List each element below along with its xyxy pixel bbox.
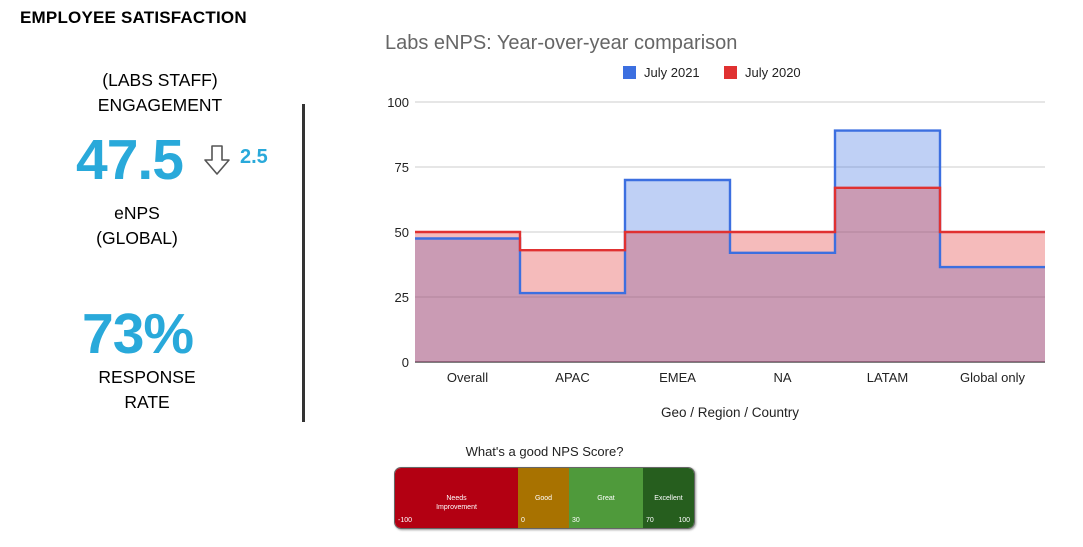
- y-tick-label: 50: [395, 225, 409, 240]
- nps-scale-bar: Needs Improvement -100 Good 0 Great 30 E…: [394, 467, 695, 529]
- series-area-july-2020: [415, 187, 1045, 362]
- nps-scale: What's a good NPS Score? Needs Improveme…: [394, 444, 695, 530]
- x-tick-label: NA: [773, 370, 791, 385]
- response-rate-label-line-1: RESPONSE: [98, 367, 196, 387]
- response-rate-label: RESPONSE RATE: [72, 365, 222, 415]
- series-line-july-2021: [415, 129, 1045, 295]
- x-tick-label: Overall: [447, 370, 488, 385]
- section-title: EMPLOYEE SATISFACTION: [20, 8, 247, 27]
- vertical-divider: [302, 104, 305, 422]
- enps-label-line-1: eNPS: [114, 203, 160, 223]
- legend-swatch: [724, 66, 737, 79]
- nps-band-start: 0: [521, 517, 525, 524]
- nps-band-label: Improvement: [436, 504, 477, 511]
- x-tick-label: APAC: [555, 370, 589, 385]
- nps-band-label: Needs: [446, 495, 467, 502]
- nps-band-end: 100: [678, 517, 690, 524]
- enps-label-line-2: (GLOBAL): [96, 228, 178, 248]
- enps-chart: Labs eNPS: Year-over-year comparison July…: [385, 32, 1045, 420]
- y-tick-label: 0: [402, 355, 409, 370]
- nps-band-start: 30: [572, 517, 580, 524]
- nps-band-start: 70: [646, 517, 654, 524]
- y-tick-label: 100: [387, 95, 409, 110]
- engagement-label-line-1: (LABS STAFF): [102, 70, 218, 90]
- legend-swatch: [623, 66, 636, 79]
- x-axis-label: Geo / Region / Country: [661, 405, 799, 420]
- response-rate-value: 73%: [82, 302, 194, 366]
- arrow-down-icon: [204, 145, 230, 175]
- nps-band-start: -100: [398, 517, 413, 524]
- enps-value: 47.5: [76, 128, 184, 192]
- x-tick-label: LATAM: [867, 370, 908, 385]
- legend-label: July 2020: [745, 65, 801, 80]
- chart-title: Labs eNPS: Year-over-year comparison: [385, 32, 737, 54]
- nps-band-good: Good 0: [518, 468, 569, 528]
- x-tick-label: EMEA: [659, 370, 696, 385]
- nps-band-label: Excellent: [654, 495, 683, 502]
- response-rate-label-line-2: RATE: [124, 392, 170, 412]
- nps-scale-title: What's a good NPS Score?: [465, 444, 624, 459]
- engagement-label: (LABS STAFF) ENGAGEMENT: [55, 68, 265, 118]
- y-tick-label: 25: [395, 290, 409, 305]
- nps-band-needs-improvement: Needs Improvement -100: [395, 468, 518, 528]
- nps-band-great: Great 30: [569, 468, 643, 528]
- engagement-label-line-2: ENGAGEMENT: [97, 95, 223, 115]
- y-tick-label: 75: [395, 160, 409, 175]
- enps-label: eNPS (GLOBAL): [62, 201, 212, 251]
- nps-band-excellent: Excellent 70 100: [643, 468, 694, 528]
- nps-band-label: Great: [597, 495, 615, 502]
- enps-change-value: 2.5: [240, 146, 268, 168]
- series-line-july-2020: [415, 186, 1045, 252]
- x-tick-label: Global only: [960, 370, 1026, 385]
- legend-label: July 2021: [644, 65, 700, 80]
- nps-band-label: Good: [534, 495, 553, 502]
